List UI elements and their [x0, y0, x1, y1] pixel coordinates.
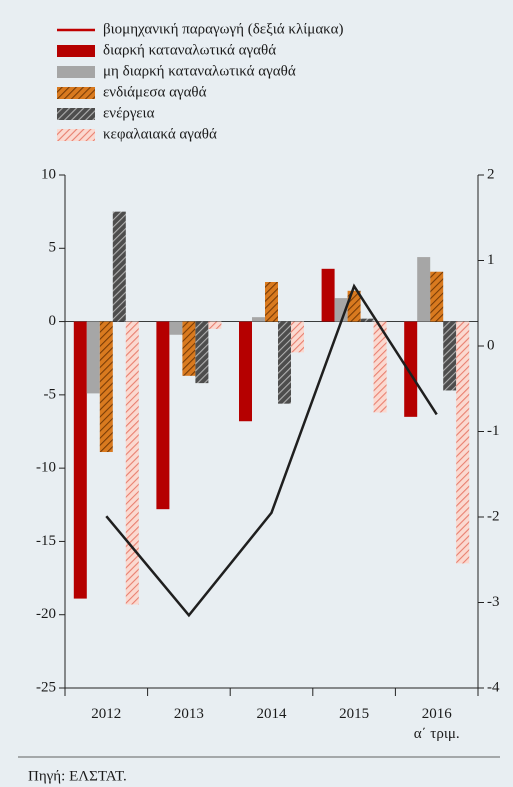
legend-swatch — [57, 66, 95, 78]
bar — [169, 321, 183, 335]
bar — [373, 321, 387, 413]
bar — [208, 321, 222, 329]
y2-tick-label: -4 — [487, 679, 500, 695]
bar — [456, 321, 470, 564]
y-tick-label: -10 — [36, 460, 56, 476]
bar — [73, 321, 87, 599]
legend-label: διαρκή καταναλωτικά αγαθά — [103, 42, 276, 58]
x-tick-label: 2014 — [256, 706, 287, 722]
legend-swatch — [57, 87, 95, 99]
bar — [265, 281, 278, 322]
y-tick-label: 10 — [41, 166, 56, 182]
y-tick-label: -25 — [36, 679, 56, 695]
bar — [430, 271, 444, 322]
bar — [239, 321, 252, 422]
x-tick-label: 2013 — [173, 706, 204, 722]
bar — [417, 257, 431, 322]
bar — [404, 321, 418, 417]
x-tick-label: 2012 — [91, 706, 122, 722]
bar — [125, 321, 139, 605]
bar — [252, 317, 265, 322]
legend-label: ενέργεια — [103, 105, 155, 121]
legend-swatch — [57, 129, 95, 141]
bar — [99, 321, 113, 453]
bar — [443, 321, 457, 391]
y2-tick-label: -2 — [487, 508, 500, 524]
legend-label: ενδιάμεσα αγαθά — [103, 84, 207, 100]
line-series — [105, 283, 438, 618]
y-tick-label: -5 — [44, 386, 57, 402]
y-tick-label: 5 — [49, 240, 57, 256]
x-tick-label: 2016 α΄ τριμ. — [413, 706, 460, 742]
y-tick-label: 0 — [49, 313, 57, 329]
legend-label: βιομηχανική παραγωγή (δεξιά κλίμακα) — [103, 21, 343, 37]
y2-tick-label: 2 — [487, 166, 495, 182]
bar — [360, 318, 374, 322]
y-tick-label: -20 — [36, 606, 56, 622]
legend-label: μη διαρκή καταναλωτικά αγαθά — [103, 63, 296, 79]
bar — [182, 321, 196, 376]
y2-tick-label: -1 — [487, 423, 500, 439]
bar — [86, 321, 100, 394]
legend-swatch — [57, 45, 95, 57]
y-tick-label: -15 — [36, 533, 56, 549]
y2-tick-label: 1 — [487, 252, 495, 268]
legend-label: κεφαλαιακά αγαθά — [103, 126, 217, 142]
bar — [321, 268, 335, 322]
bar — [156, 321, 170, 510]
bar — [278, 321, 291, 404]
source: Πηγή: ΕΛΣΤΑΤ. — [28, 768, 127, 784]
bar — [291, 321, 304, 353]
y2-tick-label: 0 — [487, 337, 495, 353]
legend-swatch — [57, 108, 95, 120]
y2-tick-label: -3 — [487, 594, 500, 610]
x-tick-label: 2015 — [339, 706, 370, 722]
bar — [195, 321, 209, 384]
bar — [112, 211, 126, 322]
